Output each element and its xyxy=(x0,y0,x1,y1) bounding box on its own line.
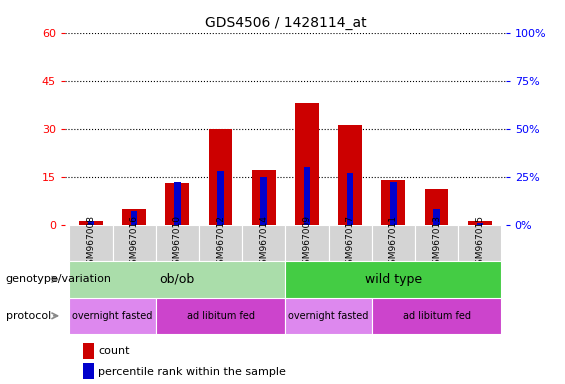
Bar xyxy=(242,225,285,261)
Bar xyxy=(260,177,267,225)
Bar xyxy=(156,225,199,261)
Bar xyxy=(381,180,405,225)
Bar xyxy=(208,129,232,225)
Text: ad libitum fed: ad libitum fed xyxy=(402,311,471,321)
Bar xyxy=(69,298,156,334)
Text: overnight fasted: overnight fasted xyxy=(72,311,153,321)
Bar xyxy=(69,225,112,261)
Bar xyxy=(433,209,440,225)
Bar xyxy=(415,225,458,261)
Bar xyxy=(304,167,310,225)
Text: overnight fasted: overnight fasted xyxy=(288,311,369,321)
Bar xyxy=(218,171,224,225)
Text: GSM967008: GSM967008 xyxy=(86,215,95,270)
Bar xyxy=(338,126,362,225)
Bar xyxy=(372,225,415,261)
Text: GSM967014: GSM967014 xyxy=(259,215,268,270)
Bar xyxy=(112,225,156,261)
Bar xyxy=(285,261,501,298)
Bar xyxy=(372,298,501,334)
Bar xyxy=(199,225,242,261)
Text: count: count xyxy=(98,346,129,356)
Bar xyxy=(476,223,483,225)
Bar xyxy=(166,183,189,225)
Text: GSM967010: GSM967010 xyxy=(173,215,182,270)
Text: GSM967009: GSM967009 xyxy=(302,215,311,270)
Text: GSM967015: GSM967015 xyxy=(475,215,484,270)
Bar xyxy=(122,209,146,225)
Bar xyxy=(285,225,328,261)
Text: percentile rank within the sample: percentile rank within the sample xyxy=(98,367,286,377)
Text: protocol: protocol xyxy=(6,311,51,321)
Bar xyxy=(295,103,319,225)
Bar xyxy=(328,225,372,261)
Bar xyxy=(88,221,94,225)
Text: ad libitum fed: ad libitum fed xyxy=(186,311,254,321)
Text: wild type: wild type xyxy=(365,273,422,286)
Bar xyxy=(458,225,501,261)
Text: GSM967017: GSM967017 xyxy=(346,215,355,270)
Bar xyxy=(252,170,276,225)
Bar xyxy=(82,343,94,359)
Text: ob/ob: ob/ob xyxy=(160,273,195,286)
Text: GSM967012: GSM967012 xyxy=(216,215,225,270)
Bar xyxy=(468,222,492,225)
Bar xyxy=(285,298,372,334)
Bar xyxy=(79,222,103,225)
Bar xyxy=(390,182,397,225)
Bar xyxy=(174,182,181,225)
Text: GSM967016: GSM967016 xyxy=(129,215,138,270)
Bar xyxy=(156,298,285,334)
Bar xyxy=(347,173,353,225)
Text: genotype/variation: genotype/variation xyxy=(6,274,112,285)
Bar xyxy=(69,261,285,298)
Bar xyxy=(131,211,137,225)
Text: GSM967013: GSM967013 xyxy=(432,215,441,270)
Text: GSM967011: GSM967011 xyxy=(389,215,398,270)
Bar xyxy=(425,189,449,225)
Bar xyxy=(82,363,94,379)
Title: GDS4506 / 1428114_at: GDS4506 / 1428114_at xyxy=(205,16,366,30)
